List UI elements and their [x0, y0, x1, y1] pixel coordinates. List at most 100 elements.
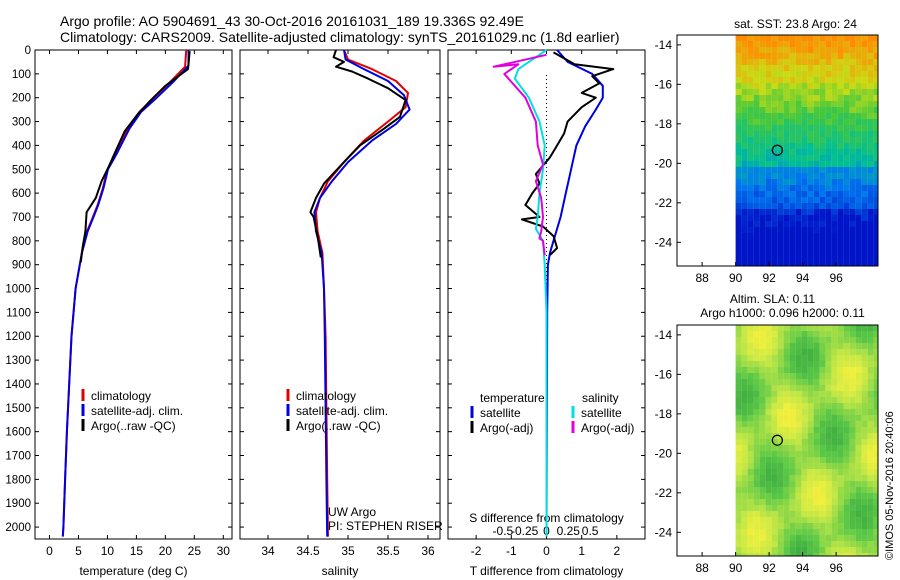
- sst-cell: [843, 113, 850, 119]
- sla-cell: [747, 499, 754, 505]
- salinity-xlabel: salinity: [322, 564, 359, 578]
- sla-cell: [867, 349, 874, 355]
- sla-cell: [873, 535, 878, 541]
- sst-cell: [795, 257, 802, 263]
- sla-cell: [807, 499, 814, 505]
- sst-cell: [831, 245, 838, 251]
- sst-cell: [807, 239, 814, 245]
- sla-cell: [861, 463, 868, 469]
- sla-cell: [735, 475, 742, 481]
- sst-cell: [843, 107, 850, 113]
- sst-cell: [873, 257, 878, 263]
- sla-cell: [873, 415, 878, 421]
- sst-cell: [849, 239, 856, 245]
- sla_map-ytick-label: -22: [655, 486, 673, 500]
- sst-cell: [747, 59, 754, 65]
- sdiff-tick-label: 0.25: [557, 524, 581, 538]
- sst-cell: [819, 47, 826, 53]
- sst-cell: [873, 83, 878, 89]
- argo-location-marker: [771, 144, 783, 156]
- depth-tick-label: 1200: [5, 331, 31, 343]
- sla-cell: [837, 403, 844, 409]
- sla-cell: [777, 553, 784, 556]
- sla-cell: [807, 487, 814, 493]
- sst-cell: [873, 59, 878, 65]
- sla-cell: [801, 337, 808, 343]
- sla-cell: [765, 409, 772, 415]
- sst-cell: [801, 251, 808, 257]
- sst-cell: [753, 257, 760, 263]
- sst-cell: [849, 65, 856, 71]
- sst-cell: [783, 251, 790, 257]
- sla-cell: [861, 475, 868, 481]
- sla-cell: [789, 529, 796, 535]
- sst-cell: [843, 233, 850, 239]
- sla-cell: [861, 373, 868, 379]
- sla-cell: [765, 439, 772, 445]
- sst-cell: [867, 173, 874, 179]
- sst-cell: [843, 149, 850, 155]
- panel-difference: -2 -1 0 1 2T difference from climatology-0.5…: [447, 49, 646, 578]
- sst-cell: [843, 257, 850, 263]
- sst-cell: [771, 71, 778, 77]
- sst-cell: [873, 245, 878, 251]
- sla-cell: [813, 457, 820, 463]
- sla-cell: [843, 553, 850, 556]
- sla-cell: [747, 427, 754, 433]
- sla-cell: [855, 535, 862, 541]
- sst-cell: [795, 119, 802, 125]
- sla-cell: [771, 379, 778, 385]
- sst-cell: [819, 83, 826, 89]
- sla-cell: [867, 451, 874, 457]
- sst-cell: [861, 179, 868, 185]
- sla-cell: [741, 433, 748, 439]
- sla-cell: [807, 553, 814, 556]
- sla-cell: [765, 433, 772, 439]
- sla-cell: [765, 469, 772, 475]
- sst-cell: [759, 143, 766, 149]
- sst-cell: [747, 113, 754, 119]
- sst-cell: [819, 77, 826, 83]
- sst-cell: [849, 191, 856, 197]
- sst-cell: [873, 227, 878, 233]
- sla-cell: [843, 475, 850, 481]
- sst-cell: [765, 161, 772, 167]
- sla-cell: [825, 511, 832, 517]
- sst-cell: [843, 65, 850, 71]
- sla-cell: [819, 361, 826, 367]
- sla-cell: [753, 529, 760, 535]
- sst-cell: [759, 149, 766, 155]
- sst-cell: [789, 143, 796, 149]
- sst-cell: [861, 257, 868, 263]
- sst-cell: [771, 47, 778, 53]
- sst-cell: [843, 155, 850, 161]
- sst-cell: [747, 191, 754, 197]
- sst-cell: [783, 161, 790, 167]
- sst-cell: [777, 155, 784, 161]
- sst-cell: [831, 251, 838, 257]
- sst-cell: [747, 221, 754, 227]
- sst-cell: [771, 221, 778, 227]
- sst-cell: [765, 221, 772, 227]
- sla-cell: [741, 349, 748, 355]
- sst-cell: [765, 119, 772, 125]
- sla-cell: [825, 361, 832, 367]
- sst-cell: [849, 143, 856, 149]
- sst-cell: [831, 161, 838, 167]
- sst-cell: [837, 215, 844, 221]
- sst-cell: [855, 137, 862, 143]
- sla-cell: [759, 541, 766, 547]
- sla-cell: [873, 481, 878, 487]
- sst-cell: [825, 71, 832, 77]
- sst-cell: [807, 89, 814, 95]
- sst-cell: [789, 245, 796, 251]
- sst-cell: [741, 209, 748, 215]
- sla-cell: [825, 337, 832, 343]
- sla-cell: [813, 343, 820, 349]
- sst-cell: [867, 161, 874, 167]
- sst-cell: [843, 221, 850, 227]
- sla-cell: [867, 427, 874, 433]
- sst-cell: [813, 53, 820, 59]
- sst-cell: [753, 227, 760, 233]
- sla-cell: [819, 457, 826, 463]
